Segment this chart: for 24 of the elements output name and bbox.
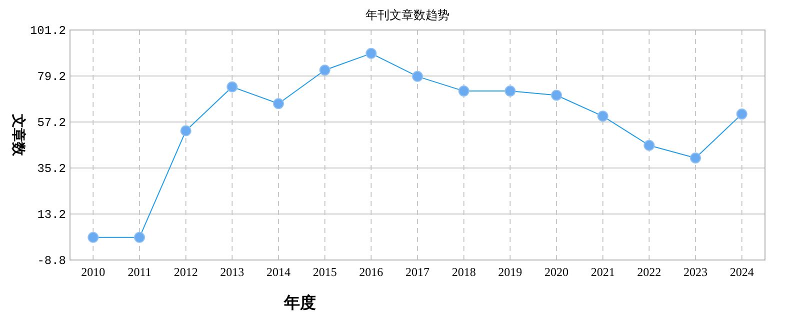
y-tick-label: 57.2 [37, 116, 66, 130]
x-tick-label: 2010 [81, 265, 106, 279]
x-tick-label: 2023 [684, 265, 708, 279]
y-tick-label: -8.8 [37, 254, 66, 268]
x-tick-label: 2020 [544, 265, 568, 279]
y-tick-label: 35.2 [37, 162, 66, 176]
x-tick-label: 2014 [266, 265, 290, 279]
x-tick-label: 2013 [220, 265, 244, 279]
y-tick-label: 79.2 [37, 70, 66, 84]
chart-title: 年刊文章数趋势 [366, 8, 450, 22]
x-axis-title: 年度 [283, 293, 316, 312]
x-tick-label: 2012 [174, 265, 198, 279]
x-tick-label: 2022 [637, 265, 662, 279]
x-tick-label: 2019 [498, 265, 522, 279]
x-tick-label: 2018 [452, 265, 476, 279]
x-tick-label: 2021 [590, 265, 615, 279]
x-tick-label: 2011 [128, 265, 152, 279]
x-tick-label: 2016 [359, 265, 384, 279]
y-tick-label: 101.2 [30, 24, 66, 38]
x-tick-label: 2017 [406, 265, 430, 279]
y-axis-title: 文章数 [10, 113, 27, 157]
x-tick-label: 2024 [730, 265, 754, 279]
y-tick-label: 13.2 [37, 208, 66, 222]
x-tick-label: 2015 [312, 265, 337, 279]
